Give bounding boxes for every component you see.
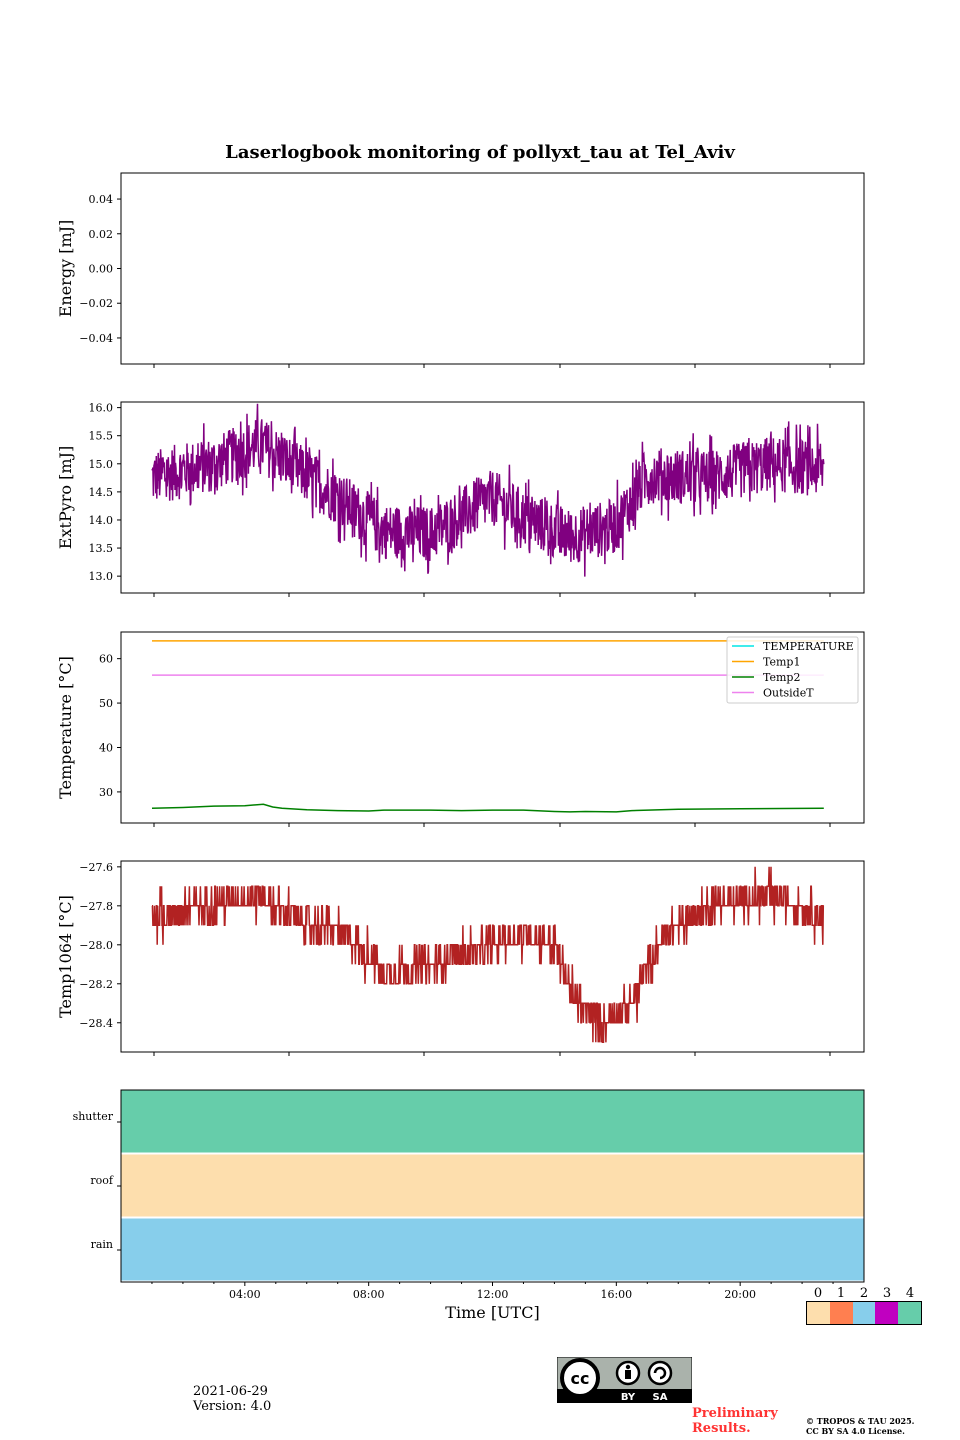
y-tick-label: 0.02 — [89, 228, 114, 241]
y-axis-label: Energy [mJ] — [56, 220, 75, 318]
y-tick-label: 0.04 — [89, 193, 114, 206]
y-tick-label: 50 — [99, 697, 113, 710]
colorbar-swatch-1 — [829, 1302, 853, 1324]
y-axis-label: Temp1064 [°C] — [56, 895, 75, 1018]
y-tick-label: −0.04 — [79, 332, 113, 345]
colorbar-swatch-0 — [807, 1302, 830, 1324]
footer-version: Version: 4.0 — [193, 1399, 272, 1414]
panel-frame — [120, 172, 865, 365]
y-tick-label: 14.5 — [89, 486, 114, 499]
x-tick-label: 08:00 — [353, 1288, 385, 1301]
y-tick-label: 13.0 — [89, 570, 114, 583]
svg-text:cc: cc — [571, 1369, 590, 1388]
x-axis-label: Time [UTC] — [445, 1303, 539, 1322]
status-colorbar — [806, 1301, 922, 1325]
y-axis-label: Temperature [°C] — [56, 656, 75, 799]
colorbar-label: 3 — [882, 1286, 892, 1301]
cc-sa-label: SA — [653, 1392, 668, 1403]
colorbar-label: 2 — [859, 1286, 869, 1301]
status-band-rain — [121, 1218, 864, 1281]
copyright-text: © TROPOS & TAU 2025. — [806, 1416, 915, 1426]
legend-label: Temp2 — [763, 671, 800, 684]
x-tick-label: 20:00 — [724, 1288, 756, 1301]
colorbar-label: 4 — [905, 1286, 915, 1301]
series-line-data — [151, 866, 825, 1044]
y-tick-label: 0.00 — [89, 263, 114, 276]
cc-by-label: BY — [621, 1392, 636, 1403]
status-band-roof — [121, 1154, 864, 1217]
legend-box — [726, 636, 859, 704]
y-tick-label: 14.0 — [89, 514, 114, 527]
y-tick-label: 15.0 — [89, 458, 114, 471]
panel-2: 60 50 40 30 Temperature [°C] TEMPERATURE Temp1… — [56, 631, 865, 827]
panel-3: −27.6 −27.8 −28.0 −28.2 −28.4 Temp1064 [°C] — [56, 860, 865, 1056]
y-tick-label: 30 — [99, 786, 113, 799]
status-band-shutter — [121, 1090, 864, 1153]
y-tick-label: −27.6 — [79, 861, 113, 874]
y-tick-label: 16.0 — [89, 402, 114, 415]
figure-title: Laserlogbook monitoring of pollyxt_tau a… — [225, 142, 735, 163]
chart-panels: 0.04 0.02 0.00 −0.02 −0.04 Energy [mJ] 16.0 15.… — [56, 172, 865, 1322]
legend-label: Temp1 — [763, 656, 800, 669]
y-tick-label: −28.4 — [79, 1017, 113, 1030]
y-tick-label: −0.02 — [79, 297, 113, 310]
legend-label: TEMPERATURE — [763, 640, 854, 653]
preliminary-results-label: Preliminary Results. — [692, 1406, 778, 1436]
colorbar-label: 1 — [836, 1286, 846, 1301]
chart-legend: TEMPERATURE Temp1 Temp2 OutsideT — [726, 636, 859, 704]
y-tick-label: −27.8 — [79, 900, 113, 913]
y-tick-label: shutter — [73, 1110, 114, 1123]
colorbar-label: 0 — [813, 1286, 823, 1301]
colorbar-swatch-2 — [852, 1302, 876, 1324]
cc-icon — [560, 1358, 600, 1398]
colorbar-swatch-3 — [875, 1302, 899, 1324]
legend-label: OutsideT — [763, 687, 814, 700]
y-tick-label: 40 — [99, 741, 113, 754]
panel-4: shutter roof rain 04:00 08:00 12:00 16:00 20:00… — [73, 1089, 865, 1322]
license-text: CC BY SA 4.0 License. — [806, 1426, 905, 1436]
cc-by-sa-logo: cc BY SA — [557, 1357, 692, 1403]
panel-0: 0.04 0.02 0.00 −0.02 −0.04 Energy [mJ] — [56, 172, 865, 368]
y-tick-label: 13.5 — [89, 542, 114, 555]
x-tick-label: 16:00 — [600, 1288, 632, 1301]
y-tick-label: −28.0 — [79, 939, 113, 952]
x-tick-label: 12:00 — [477, 1288, 509, 1301]
series-line-data — [151, 403, 825, 577]
series-line-Temp2 — [151, 803, 824, 813]
colorbar-swatch-4 — [898, 1302, 921, 1324]
y-tick-label: rain — [91, 1238, 113, 1251]
panel-1: 16.0 15.5 15.0 14.5 14.0 13.5 13.0 ExtPyro [mJ] — [56, 401, 865, 597]
footer-date: 2021-06-29 — [193, 1384, 268, 1399]
y-tick-label: roof — [90, 1174, 114, 1187]
y-tick-label: 15.5 — [89, 430, 114, 443]
y-tick-label: 60 — [99, 653, 113, 666]
x-tick-label: 04:00 — [229, 1288, 261, 1301]
share-alike-icon — [647, 1360, 673, 1386]
y-axis-label: ExtPyro [mJ] — [56, 446, 75, 549]
y-tick-label: −28.2 — [79, 978, 113, 991]
